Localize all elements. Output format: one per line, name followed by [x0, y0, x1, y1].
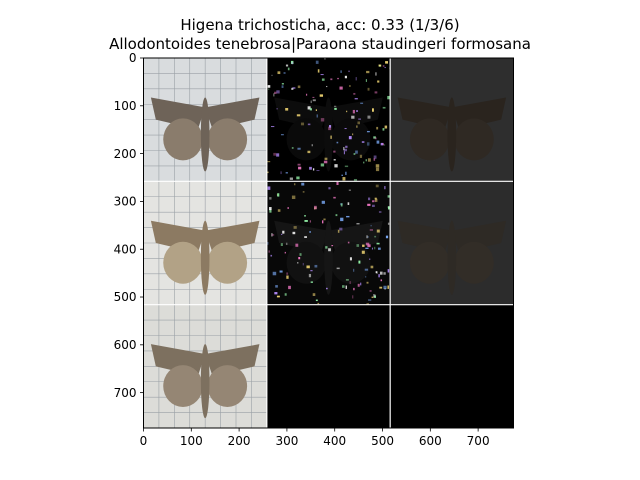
x-tick-label: 600	[419, 434, 442, 448]
y-tick-label: 200	[114, 147, 137, 161]
y-tick-label: 100	[114, 99, 137, 113]
x-tick-label: 400	[323, 434, 346, 448]
moth-specimen	[397, 220, 507, 295]
chart-title: Higena trichosticha, acc: 0.33 (1/3/6)	[180, 16, 460, 34]
y-tick-label: 400	[114, 242, 137, 256]
y-tick-label: 0	[129, 51, 137, 65]
moth-specimen	[150, 344, 260, 419]
y-tick-label: 600	[114, 338, 137, 352]
y-tick-label: 500	[114, 290, 137, 304]
x-tick-label: 700	[467, 434, 490, 448]
axes-frame	[143, 57, 514, 429]
tile-photo	[143, 58, 267, 182]
tile-masked	[390, 58, 514, 182]
moth-specimen	[150, 220, 260, 295]
tile-empty	[390, 304, 514, 428]
y-tick-label: 700	[114, 386, 137, 400]
tile-empty	[266, 304, 391, 428]
y-axis: 0 100 200 300 400 500 600 700	[114, 51, 144, 400]
moth-specimen	[150, 97, 260, 172]
tile-saliency	[266, 181, 391, 306]
x-tick-label: 500	[371, 434, 394, 448]
moth-specimen	[274, 220, 383, 295]
tile-saliency	[266, 58, 392, 182]
chart-subtitle: Allodontoides tenebrosa|Paraona stauding…	[109, 35, 531, 53]
tile-photo	[143, 181, 267, 305]
tile-masked	[390, 181, 514, 305]
moth-specimen	[397, 97, 507, 172]
x-tick-label: 300	[275, 434, 298, 448]
x-tick-label: 100	[180, 434, 203, 448]
tile-photo	[143, 304, 267, 428]
moth-specimen	[274, 97, 383, 172]
x-tick-label: 0	[140, 434, 148, 448]
y-tick-label: 300	[114, 195, 137, 209]
x-axis: 0 100 200 300 400 500 600 700	[140, 428, 490, 448]
x-tick-label: 200	[228, 434, 251, 448]
